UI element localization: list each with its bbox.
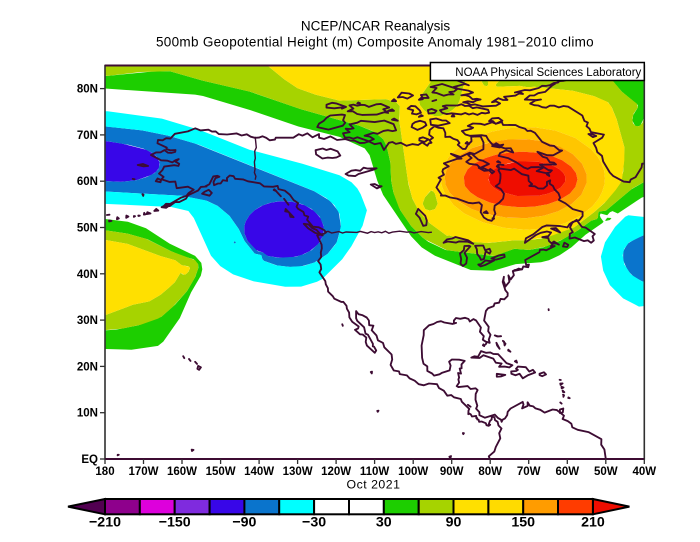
svg-text:180: 180 (95, 466, 114, 478)
svg-text:40N: 40N (77, 269, 98, 281)
svg-text:70W: 70W (517, 466, 541, 478)
svg-text:80N: 80N (77, 84, 98, 96)
svg-text:90: 90 (446, 514, 462, 530)
svg-text:120W: 120W (321, 466, 351, 478)
svg-text:20N: 20N (77, 361, 98, 373)
svg-text:NOAA Physical Sciences Laborat: NOAA Physical Sciences Laboratory (455, 67, 641, 79)
svg-text:60N: 60N (77, 176, 98, 188)
svg-text:130W: 130W (283, 466, 313, 478)
svg-text:210: 210 (581, 514, 605, 530)
svg-text:140W: 140W (244, 466, 274, 478)
svg-text:150W: 150W (206, 466, 236, 478)
svg-text:70N: 70N (77, 130, 98, 142)
svg-text:100W: 100W (398, 466, 428, 478)
svg-text:−210: −210 (89, 514, 121, 530)
svg-text:30N: 30N (77, 315, 98, 327)
svg-text:EQ: EQ (81, 454, 98, 466)
svg-text:60W: 60W (555, 466, 579, 478)
svg-text:80W: 80W (478, 466, 502, 478)
svg-text:110W: 110W (360, 466, 390, 478)
svg-text:160W: 160W (167, 466, 197, 478)
svg-text:−30: −30 (302, 514, 326, 530)
svg-text:500mb Geopotential Height (m): 500mb Geopotential Height (m) Composite … (156, 35, 594, 50)
svg-text:40W: 40W (632, 466, 656, 478)
svg-text:NCEP/NCAR Reanalysis: NCEP/NCAR Reanalysis (301, 19, 451, 34)
svg-text:Oct 2021: Oct 2021 (347, 478, 401, 492)
svg-text:50N: 50N (77, 223, 98, 235)
svg-text:150: 150 (511, 514, 535, 530)
svg-text:90W: 90W (440, 466, 464, 478)
svg-text:10N: 10N (77, 408, 98, 420)
svg-text:170W: 170W (128, 466, 158, 478)
svg-text:50W: 50W (594, 466, 618, 478)
svg-text:30: 30 (376, 514, 392, 530)
svg-text:−150: −150 (159, 514, 191, 530)
svg-text:−90: −90 (232, 514, 256, 530)
